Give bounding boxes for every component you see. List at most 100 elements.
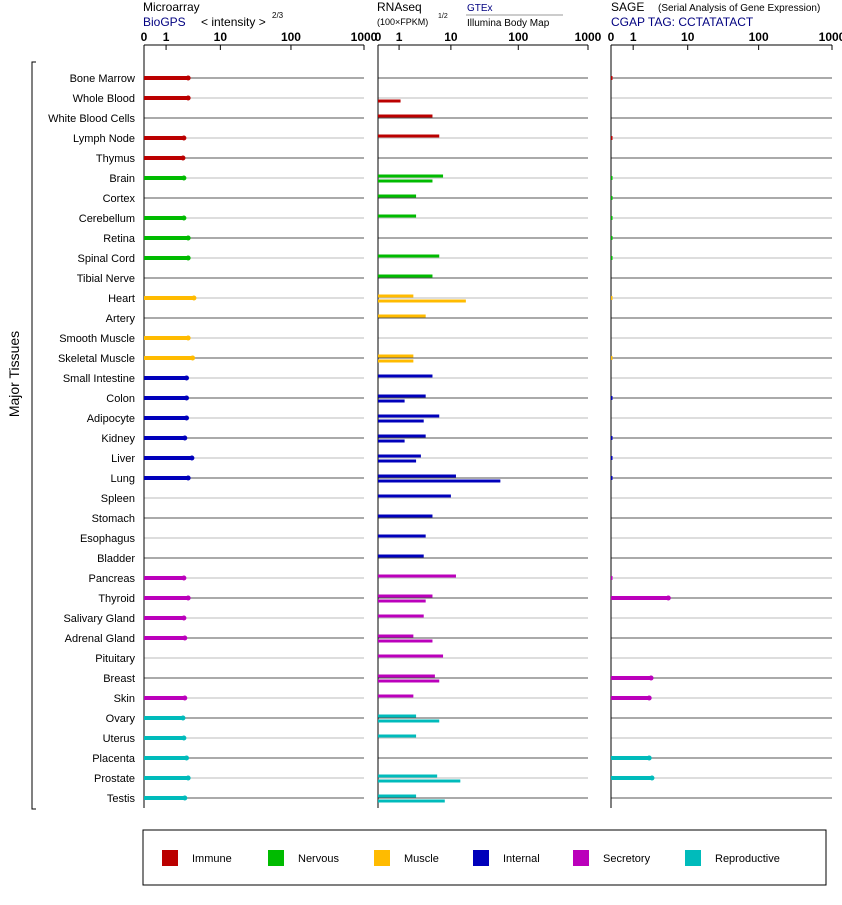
rnaseq-gtex-bar xyxy=(378,794,417,798)
microarray-bar xyxy=(144,216,184,220)
sage-bar xyxy=(611,456,613,460)
microarray-bar xyxy=(144,716,183,720)
tissue-label: Testis xyxy=(107,793,136,805)
sage-bar-cap xyxy=(649,775,655,781)
microarray-bar xyxy=(144,616,184,620)
rnaseq-gtex-bar xyxy=(378,554,424,558)
tissue-label: Smooth Muscle xyxy=(59,333,135,345)
microarray-bar-cap xyxy=(181,575,187,581)
sage-bar xyxy=(611,196,613,200)
rnaseq-illumina-bar xyxy=(378,479,501,483)
rnaseq-scale-exponent: 1/2 xyxy=(438,13,448,20)
sage-bar xyxy=(611,776,652,780)
microarray-bar-cap xyxy=(185,475,191,481)
sage-bar xyxy=(611,256,613,260)
microarray-bar-cap xyxy=(185,235,191,241)
tissue-label: Adipocyte xyxy=(87,413,135,425)
microarray-bar xyxy=(144,256,189,260)
microarray-bar-cap xyxy=(184,755,190,761)
rnaseq-gtex-bar xyxy=(378,434,426,438)
tissue-label: Breast xyxy=(103,673,135,685)
microarray-tick-label: 1 xyxy=(163,30,170,44)
microarray-bar-cap xyxy=(182,695,188,701)
panel-axes: 011010010000110100100001101001000 xyxy=(141,30,842,808)
rnaseq-scale-label: (100×FPKM) xyxy=(377,17,428,27)
microarray-bar-cap xyxy=(185,595,191,601)
sage-tick-label: 1 xyxy=(630,30,637,44)
tissue-labels: Bone Marrow Whole Blood White Blood Cells L… xyxy=(48,73,136,805)
microarray-bar xyxy=(144,476,189,480)
rnaseq-illumina-bar xyxy=(378,99,401,103)
tissue-label: Cortex xyxy=(103,193,136,205)
y-axis-label: Major Tissues xyxy=(6,331,22,417)
microarray-bar-cap xyxy=(180,715,186,721)
tissue-label: Whole Blood xyxy=(73,93,135,105)
rnaseq-tick-label: 0 xyxy=(375,30,382,44)
microarray-bar-cap xyxy=(185,75,191,81)
microarray-bar-cap xyxy=(180,155,186,161)
rnaseq-gtex-bar xyxy=(378,674,435,678)
tissue-label: Kidney xyxy=(101,433,135,445)
microarray-bar xyxy=(144,636,185,640)
microarray-bar xyxy=(144,376,187,380)
microarray-bar xyxy=(144,596,189,600)
rnaseq-tick-label: 100 xyxy=(508,30,528,44)
sage-bar-cap xyxy=(665,595,671,601)
microarray-bar-cap xyxy=(181,175,187,181)
rnaseq-gtex-bar xyxy=(378,134,440,138)
tissue-label: Artery xyxy=(106,313,136,325)
sage-bar xyxy=(611,236,613,240)
rnaseq-gtex-bar xyxy=(378,194,417,198)
sage-bar xyxy=(611,356,613,360)
microarray-source-link[interactable]: BioGPS xyxy=(143,15,186,29)
sage-tag-link[interactable]: CGAP TAG: CCTATATACT xyxy=(611,15,754,29)
microarray-bar xyxy=(144,236,189,240)
legend-label-muscle: Muscle xyxy=(404,853,439,865)
tissue-label: White Blood Cells xyxy=(48,113,135,125)
rnaseq-illumina-bar xyxy=(378,419,424,423)
microarray-bar xyxy=(144,156,183,160)
sage-header: SAGE (Serial Analysis of Gene Expression… xyxy=(611,0,820,29)
tissue-label: Pancreas xyxy=(89,573,136,585)
rnaseq-tick-label: 1000 xyxy=(575,30,602,44)
sage-bar xyxy=(611,76,613,80)
rnaseq-gtex-bar xyxy=(378,534,426,538)
tissue-label: Colon xyxy=(106,393,135,405)
microarray-bar xyxy=(144,576,184,580)
tissue-label: Skeletal Muscle xyxy=(58,353,135,365)
legend-swatch-internal xyxy=(473,850,489,866)
microarray-bar xyxy=(144,436,185,440)
tissue-label: Ovary xyxy=(106,713,136,725)
microarray-bar-cap xyxy=(191,295,197,301)
tissue-label: Prostate xyxy=(94,773,135,785)
sage-bar xyxy=(611,596,669,600)
microarray-bar xyxy=(144,796,185,800)
rnaseq-gtex-bar xyxy=(378,694,414,698)
rnaseq-gtex-bar xyxy=(378,214,417,218)
rnaseq-illumina-bar xyxy=(378,439,405,443)
tissue-label: Brain xyxy=(109,173,135,185)
rnaseq-gtex-bar xyxy=(378,474,456,478)
microarray-bar-cap xyxy=(189,455,195,461)
microarray-tick-label: 1000 xyxy=(351,30,378,44)
tissue-bracket xyxy=(31,61,36,810)
tissue-label: Spinal Cord xyxy=(78,253,135,265)
microarray-bar-cap xyxy=(184,395,190,401)
tissue-label: Liver xyxy=(111,453,135,465)
rnaseq-source-gtex[interactable]: GTEx xyxy=(467,3,493,14)
microarray-bar xyxy=(144,76,189,80)
rnaseq-illumina-bar xyxy=(378,179,433,183)
microarray-bar xyxy=(144,356,193,360)
microarray-bar xyxy=(144,416,187,420)
legend-swatch-immune xyxy=(162,850,178,866)
legend-swatch-secretory xyxy=(573,850,589,866)
microarray-bar-cap xyxy=(182,635,188,641)
tissue-label: Heart xyxy=(108,293,135,305)
microarray-bar xyxy=(144,756,187,760)
sage-bar xyxy=(611,216,613,220)
microarray-bar xyxy=(144,176,184,180)
microarray-bar xyxy=(144,776,189,780)
rnaseq-gtex-bar xyxy=(378,354,414,358)
microarray-bar xyxy=(144,396,187,400)
rnaseq-illumina-bar xyxy=(378,799,445,803)
